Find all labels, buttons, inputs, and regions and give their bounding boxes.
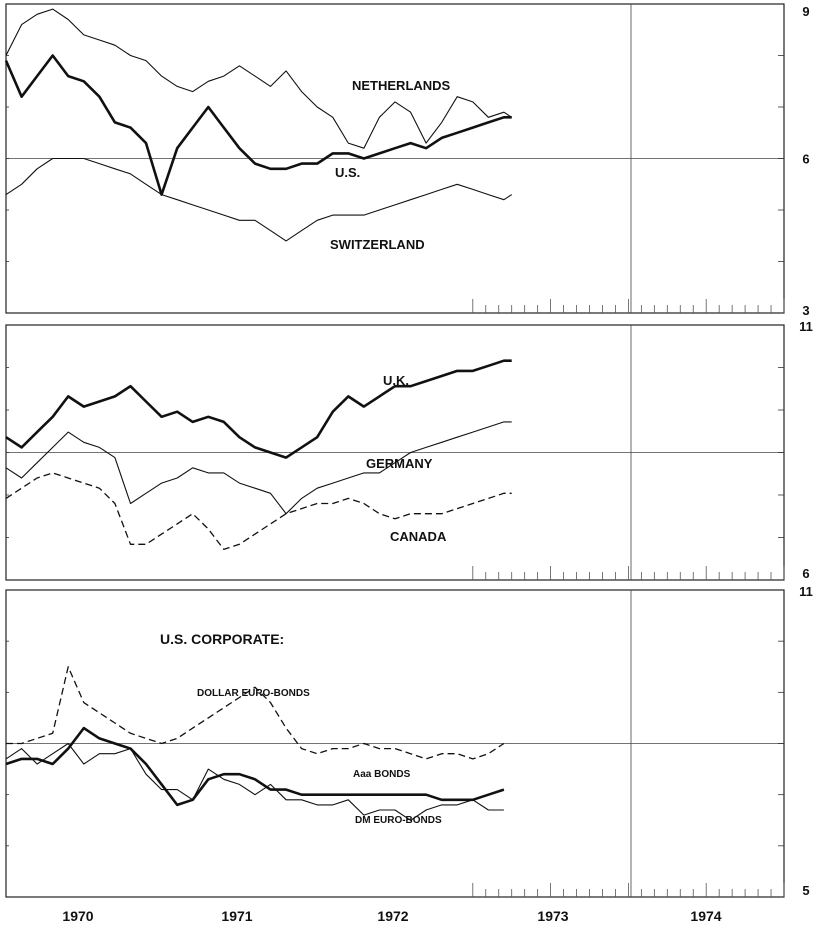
series-line-switzerland: [5, 157, 513, 242]
series-line-canada: [5, 472, 512, 551]
series-line-u-s: [4, 54, 512, 196]
y-tick-label: 3: [802, 303, 809, 318]
series-label: DM EURO-BONDS: [355, 815, 442, 826]
series-label: SWITZERLAND: [330, 237, 425, 252]
series-line-dm-euro-bonds: [5, 742, 504, 821]
chart-panel-2: 11 6 U.K. GERMANY CANADA: [5, 319, 813, 581]
series-label: CANADA: [390, 529, 447, 544]
x-year-label: 1971: [221, 908, 252, 924]
chart-panel-3: 11 5 DOLLAR EURO-BONDS Aaa BONDS DM EURO-BON…: [5, 584, 813, 898]
series-line-netherlands: [5, 8, 513, 149]
y-tick-label: 11: [799, 319, 813, 334]
x-year-label: 1973: [537, 908, 568, 924]
y-tick-label: 5: [802, 883, 809, 898]
x-year-label: 1972: [377, 908, 408, 924]
series-label: Aaa BONDS: [353, 769, 411, 780]
series-label: DOLLAR EURO-BONDS: [197, 688, 310, 699]
y-tick-label: 6: [802, 566, 809, 581]
series-label: U.K.: [383, 373, 409, 388]
chart-panel-1: 9 6 3 NETHERLANDS U.S. SWITZERLAND: [4, 3, 810, 318]
panel-title: U.S. CORPORATE:: [160, 631, 284, 647]
series-label: U.S.: [335, 165, 360, 180]
x-year-label: 1970: [62, 908, 93, 924]
series-label: GERMANY: [366, 456, 433, 471]
series-line-aaa-bonds: [5, 726, 505, 807]
series-line-dollar-euro-bonds: [6, 666, 505, 760]
series-line-u-k: [5, 359, 512, 459]
y-tick-label: 6: [802, 152, 809, 167]
series-line-germany: [5, 421, 512, 515]
x-year-label: 1974: [690, 908, 721, 924]
series-label: NETHERLANDS: [352, 78, 451, 93]
y-tick-label: 11: [799, 584, 813, 599]
y-tick-label: 9: [802, 4, 809, 19]
